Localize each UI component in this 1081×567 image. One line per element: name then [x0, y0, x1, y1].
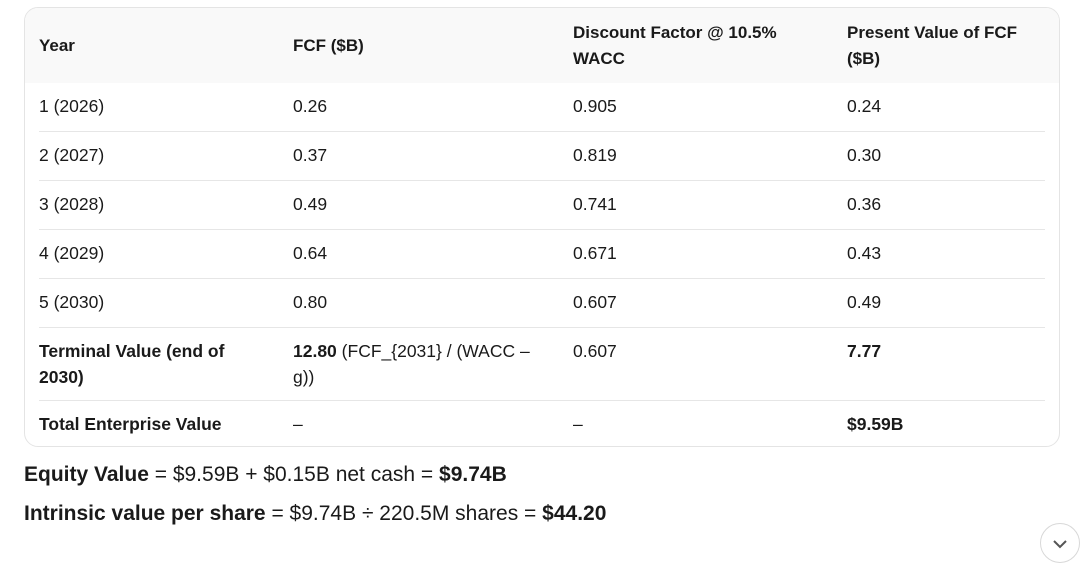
table-cell: 0.819 [573, 145, 617, 165]
table-cell: 2 (2027) [39, 145, 105, 165]
row-inner: Total Enterprise Value – – $9.59B [39, 401, 1045, 446]
table-row: 3 (2028) 0.49 0.741 0.36 [25, 181, 1059, 230]
table-cell: Terminal Value (end of 2030) [39, 341, 225, 387]
result: $9.74B [439, 463, 507, 486]
table-row: Terminal Value (end of 2030) 12.80 (FCF_{… [25, 328, 1059, 401]
table-cell: 0.671 [573, 243, 617, 263]
label: Equity Value [24, 463, 149, 486]
table-cell: 0.24 [847, 96, 882, 116]
table-cell: Total Enterprise Value [39, 414, 222, 434]
table-cell: 0.905 [573, 96, 617, 116]
table-cell: 0.607 [573, 341, 617, 361]
table-cell: 1 (2026) [39, 96, 105, 116]
table-row: Total Enterprise Value – – $9.59B [25, 401, 1059, 446]
table-row: 2 (2027) 0.37 0.819 0.30 [25, 132, 1059, 181]
table-cell: 0.607 [573, 292, 617, 312]
row-inner: 5 (2030) 0.80 0.607 0.49 [39, 279, 1045, 328]
header-row: Year FCF ($B) Discount Factor @ 10.5% WA… [25, 8, 1059, 83]
formula: = $9.74B ÷ 220.5M shares = [271, 502, 537, 525]
header-cell: Present Value of FCF ($B) [847, 22, 1018, 68]
label: Intrinsic value per share [24, 502, 266, 525]
table-cell: 0.80 [293, 292, 328, 312]
header-cell: Year [39, 35, 75, 55]
table-cell: 0.49 [847, 292, 882, 312]
table: Year FCF ($B) Discount Factor @ 10.5% WA… [24, 7, 1060, 447]
equity-line: Equity Value = $9.59B + $0.15B net cash … [24, 463, 507, 487]
row-inner: 3 (2028) 0.49 0.741 0.36 [39, 181, 1045, 230]
table-cell: 0.26 [293, 96, 328, 116]
row-inner: 1 (2026) 0.26 0.905 0.24 [39, 83, 1045, 132]
table-cell: 4 (2029) [39, 243, 105, 263]
header-cell: FCF ($B) [293, 35, 364, 55]
header-cell: Discount Factor @ 10.5% WACC [573, 22, 777, 68]
cell-value: 12.80 [293, 341, 337, 361]
row-inner: 4 (2029) 0.64 0.671 0.43 [39, 230, 1045, 279]
formula: = $9.59B + $0.15B net cash = [154, 463, 434, 486]
table-cell: 0.64 [293, 243, 328, 263]
table-cell: 0.37 [293, 145, 328, 165]
table-cell: 0.741 [573, 194, 617, 214]
cell-note: (FCF_{2031} / (WACC – g)) [293, 341, 530, 387]
table-cell: – [293, 414, 303, 434]
table-cell: 12.80 (FCF_{2031} / (WACC – g)) [293, 328, 573, 400]
table-cell: 3 (2028) [39, 194, 105, 214]
table-cell: 0.43 [847, 243, 882, 263]
chevron-icon [1053, 540, 1067, 549]
per-share-line: Intrinsic value per share = $9.74B ÷ 220… [24, 502, 606, 526]
row-inner: Terminal Value (end of 2030) 12.80 (FCF_{… [39, 328, 1045, 401]
table-body: 1 (2026) 0.26 0.905 0.24 2 (2027) 0.37 0.819 0.… [25, 83, 1059, 446]
table-cell: 5 (2030) [39, 292, 105, 312]
table-cell: 7.77 [847, 341, 882, 361]
page: Year FCF ($B) Discount Factor @ 10.5% WA… [24, 7, 1080, 563]
scroll-down-button[interactable] [1040, 523, 1080, 563]
result: $44.20 [542, 502, 607, 525]
table-cell: $9.59B [847, 414, 904, 434]
table-row: 1 (2026) 0.26 0.905 0.24 [25, 83, 1059, 132]
table-cell: 0.30 [847, 145, 882, 165]
table-cell: – [573, 414, 583, 434]
row-inner: 2 (2027) 0.37 0.819 0.30 [39, 132, 1045, 181]
table-cell: 0.49 [293, 194, 328, 214]
table-row: 4 (2029) 0.64 0.671 0.43 [25, 230, 1059, 279]
table-row: 5 (2030) 0.80 0.607 0.49 [25, 279, 1059, 328]
table-cell: 0.36 [847, 194, 882, 214]
